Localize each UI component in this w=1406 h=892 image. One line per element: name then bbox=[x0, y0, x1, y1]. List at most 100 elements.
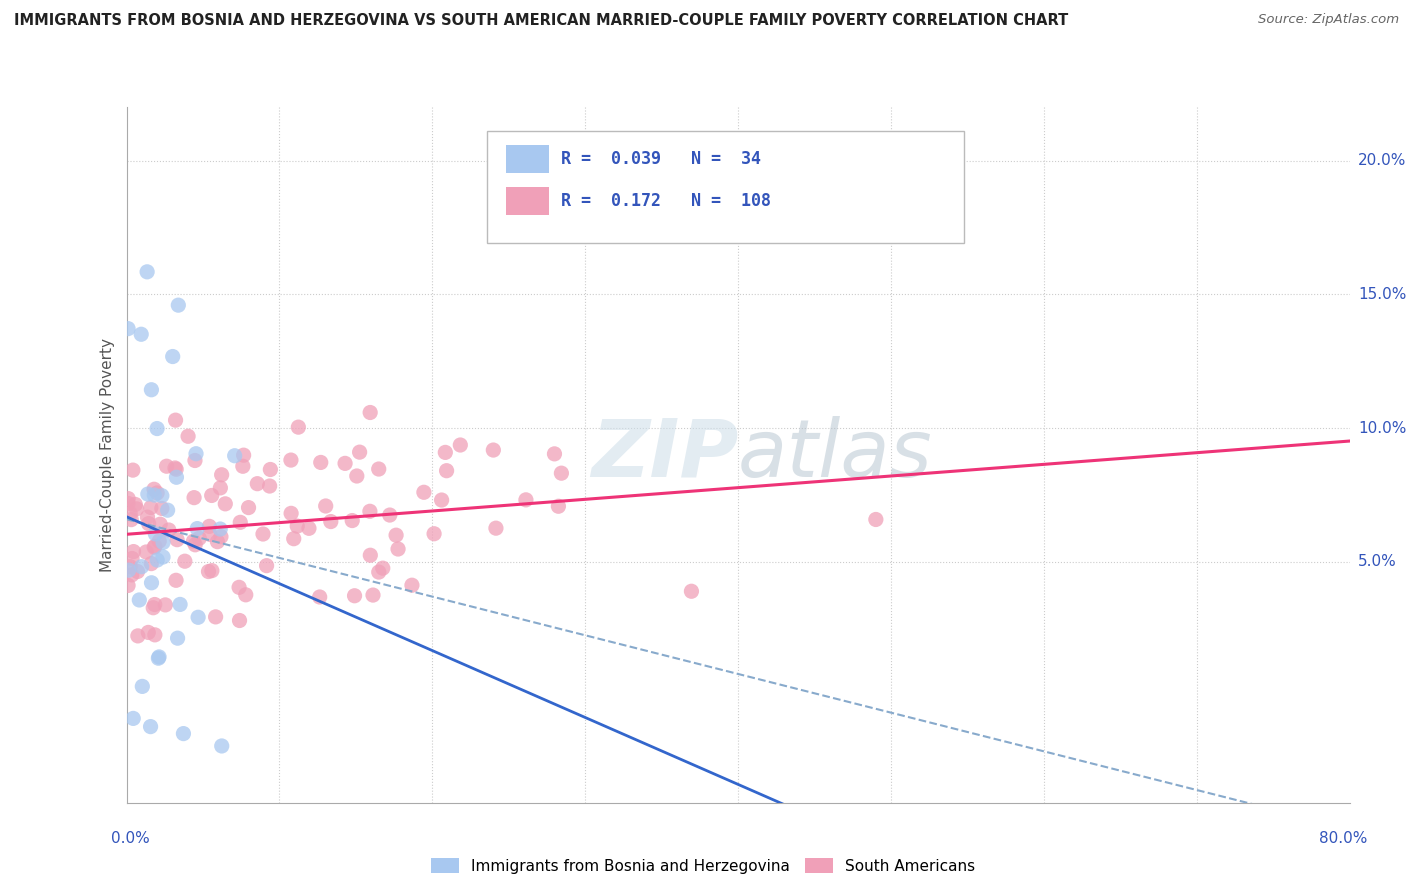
Point bbox=[188, 531, 211, 545]
Point bbox=[681, 584, 703, 599]
Point bbox=[385, 528, 408, 542]
Point bbox=[449, 438, 471, 452]
Point bbox=[155, 459, 177, 474]
Point bbox=[315, 499, 337, 513]
Point bbox=[184, 538, 207, 552]
Point bbox=[141, 383, 163, 397]
Point bbox=[515, 492, 537, 507]
FancyBboxPatch shape bbox=[488, 131, 965, 243]
Point bbox=[138, 516, 160, 531]
Point bbox=[173, 554, 195, 568]
Point bbox=[172, 726, 194, 740]
Point bbox=[167, 298, 190, 312]
Point bbox=[228, 580, 250, 594]
Point bbox=[287, 420, 309, 434]
Point bbox=[122, 544, 145, 558]
Point bbox=[155, 598, 177, 612]
Point bbox=[259, 462, 281, 476]
Text: 0.0%: 0.0% bbox=[111, 831, 150, 846]
Point bbox=[141, 557, 163, 571]
Point bbox=[378, 508, 401, 522]
Point bbox=[146, 553, 169, 567]
Point bbox=[124, 498, 146, 512]
Point bbox=[149, 517, 172, 532]
Point bbox=[166, 533, 188, 547]
Point bbox=[209, 481, 232, 495]
Text: 15.0%: 15.0% bbox=[1358, 287, 1406, 301]
Point bbox=[401, 578, 423, 592]
Point bbox=[228, 614, 250, 628]
Point bbox=[201, 488, 224, 502]
Point bbox=[308, 590, 330, 604]
Point bbox=[136, 625, 159, 640]
Point bbox=[214, 497, 236, 511]
FancyBboxPatch shape bbox=[506, 187, 548, 215]
Point bbox=[361, 588, 384, 602]
Point bbox=[232, 448, 254, 462]
Point bbox=[148, 651, 170, 665]
Point bbox=[412, 485, 434, 500]
Point bbox=[143, 540, 166, 554]
Point bbox=[184, 447, 207, 461]
Point bbox=[131, 680, 153, 694]
Point bbox=[209, 530, 232, 544]
Point bbox=[387, 541, 409, 556]
Text: IMMIGRANTS FROM BOSNIA AND HERZEGOVINA VS SOUTH AMERICAN MARRIED-COUPLE FAMILY P: IMMIGRANTS FROM BOSNIA AND HERZEGOVINA V… bbox=[14, 13, 1069, 29]
Point bbox=[135, 545, 157, 559]
Point bbox=[198, 519, 221, 533]
Point bbox=[367, 462, 389, 476]
Point bbox=[136, 265, 159, 279]
Point bbox=[224, 449, 246, 463]
Point bbox=[359, 504, 381, 518]
Point bbox=[184, 453, 207, 467]
Point bbox=[152, 549, 174, 564]
Point bbox=[165, 574, 187, 588]
Point bbox=[148, 649, 170, 664]
Point bbox=[145, 527, 167, 541]
Text: Source: ZipAtlas.com: Source: ZipAtlas.com bbox=[1258, 13, 1399, 27]
Point bbox=[128, 593, 150, 607]
Point bbox=[183, 491, 205, 505]
Point bbox=[333, 456, 356, 470]
Point bbox=[309, 455, 332, 469]
Point bbox=[143, 541, 166, 555]
Point bbox=[139, 500, 162, 515]
Point bbox=[359, 405, 381, 419]
Point bbox=[120, 559, 142, 574]
Point bbox=[252, 527, 274, 541]
Point bbox=[143, 483, 166, 497]
Point bbox=[430, 493, 453, 508]
Point bbox=[162, 350, 184, 364]
Point bbox=[136, 510, 159, 524]
Y-axis label: Married-Couple Family Poverty: Married-Couple Family Poverty bbox=[100, 338, 115, 572]
Point bbox=[346, 469, 368, 483]
Point bbox=[143, 488, 166, 502]
Text: 5.0%: 5.0% bbox=[1358, 555, 1396, 569]
Point bbox=[146, 421, 169, 435]
Point bbox=[359, 548, 381, 562]
Text: 20.0%: 20.0% bbox=[1358, 153, 1406, 168]
Point bbox=[547, 500, 569, 514]
Point bbox=[482, 443, 505, 458]
Text: R =  0.039   N =  34: R = 0.039 N = 34 bbox=[561, 150, 761, 169]
Point bbox=[117, 321, 139, 335]
Point bbox=[349, 445, 371, 459]
Point bbox=[120, 513, 142, 527]
Point bbox=[187, 610, 209, 624]
Point bbox=[211, 739, 233, 753]
Point bbox=[485, 521, 508, 535]
Point bbox=[156, 503, 179, 517]
Text: ZIP: ZIP bbox=[591, 416, 738, 494]
Point bbox=[198, 527, 221, 541]
Point bbox=[165, 470, 187, 484]
Point bbox=[232, 459, 254, 474]
Point bbox=[423, 526, 446, 541]
Point bbox=[256, 558, 278, 573]
Point bbox=[117, 491, 139, 506]
Point bbox=[246, 476, 269, 491]
Point bbox=[183, 534, 205, 549]
Point bbox=[118, 563, 141, 577]
Point bbox=[148, 534, 170, 549]
Point bbox=[163, 461, 186, 475]
Text: 80.0%: 80.0% bbox=[1319, 831, 1367, 846]
